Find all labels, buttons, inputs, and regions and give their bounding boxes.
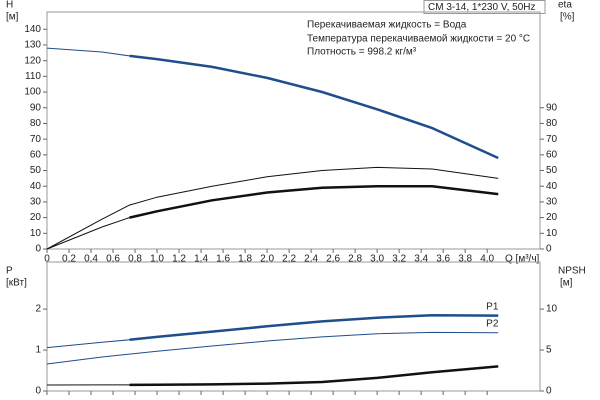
y2-axis-label: eta (558, 0, 572, 11)
y2-axis-label: NPSH (558, 266, 586, 277)
x-tick-label: 1,8 (238, 254, 252, 265)
x-tick-label: 0 (44, 254, 50, 265)
y2-tick-label: 20 (546, 212, 558, 223)
y-tick-label: 10 (30, 228, 42, 239)
y2-tick-label: 70 (546, 134, 558, 145)
y-tick-label: 1 (35, 345, 41, 356)
x-tick-label: 0,8 (128, 254, 142, 265)
curve-operating-range (129, 365, 499, 387)
y2-tick-label: 0 (546, 244, 552, 255)
y-axis-unit: [кВт] (6, 278, 27, 289)
y2-axis-unit: [м] (560, 278, 573, 289)
annotation: Перекачиваемая жидкость = Вода (307, 20, 467, 31)
y-tick-label: 20 (30, 212, 42, 223)
y-tick-label: 0 (35, 244, 41, 255)
y-tick-label: 100 (24, 87, 41, 98)
y2-tick-label: 30 (546, 197, 558, 208)
x-tick-label: 1,6 (216, 254, 230, 265)
y-tick-label: 2 (35, 304, 41, 315)
y2-tick-label: 10 (546, 228, 558, 239)
y2-tick-label: 60 (546, 149, 558, 160)
title-box (423, 0, 546, 14)
x-tick-label: 2,4 (304, 254, 318, 265)
x-tick-label: 3,0 (370, 254, 384, 265)
x-tick-label: 0,6 (106, 254, 120, 265)
curve (46, 166, 499, 250)
y2-tick-label: 40 (546, 181, 558, 192)
y2-tick-label: 5 (546, 345, 552, 356)
y2-axis-unit: [%] (560, 12, 575, 23)
x-axis-label: Q [м³/ч] (505, 254, 540, 265)
y-tick-label: 80 (30, 118, 42, 129)
y2-tick-label: 0 (546, 386, 552, 397)
y-tick-label: 70 (30, 134, 42, 145)
curve-label: P2 (486, 318, 499, 329)
x-tick-label: 1,4 (194, 254, 208, 265)
y-axis-label: P (6, 266, 13, 277)
x-tick-label: 0,2 (62, 254, 76, 265)
x-tick-label: 1,2 (172, 254, 186, 265)
x-tick-label: 0,4 (84, 254, 98, 265)
y2-tick-label: 10 (546, 304, 558, 315)
x-tick-label: 4,0 (480, 254, 494, 265)
y-tick-label: 60 (30, 149, 42, 160)
curve (46, 331, 499, 365)
annotation: Температура перекачиваемой жидкости = 20… (307, 34, 530, 45)
y-tick-label: 0 (35, 386, 41, 397)
curve-operating-range (129, 313, 499, 342)
annotation: Плотность = 998.2 кг/м³ (307, 47, 417, 58)
y-tick-label: 120 (24, 55, 41, 66)
y-axis-label: H (6, 0, 13, 11)
curve-operating-range (129, 184, 499, 219)
y-tick-label: 40 (30, 181, 42, 192)
x-tick-label: 2,2 (282, 254, 296, 265)
curve-operating-range (129, 54, 499, 160)
y2-tick-label: 90 (546, 102, 558, 113)
y-axis-unit: [м] (6, 12, 19, 23)
y-tick-label: 110 (25, 71, 41, 82)
y-tick-label: 30 (30, 197, 42, 208)
y-tick-label: 140 (24, 24, 41, 35)
chart-title: CM 3-14, 1*230 V, 50Hz (428, 2, 535, 13)
y2-tick-label: 80 (546, 118, 558, 129)
x-tick-label: 3,8 (458, 254, 472, 265)
curve (46, 47, 499, 159)
curve (46, 185, 499, 250)
plot-frame (46, 261, 541, 392)
x-tick-label: 2,0 (260, 254, 274, 265)
y2-tick-label: 50 (546, 165, 558, 176)
x-tick-label: 2,8 (348, 254, 362, 265)
x-tick-label: 1,0 (150, 254, 164, 265)
x-tick-label: 3,2 (392, 254, 406, 265)
y-tick-label: 50 (30, 165, 42, 176)
x-tick-label: 3,6 (436, 254, 450, 265)
y-tick-label: 90 (30, 102, 42, 113)
x-tick-label: 2,6 (326, 254, 340, 265)
curve-label: P1 (486, 301, 499, 312)
curve (46, 314, 499, 349)
plot-frame (46, 11, 541, 250)
y-tick-label: 130 (24, 40, 41, 51)
x-tick-label: 3,4 (414, 254, 428, 265)
